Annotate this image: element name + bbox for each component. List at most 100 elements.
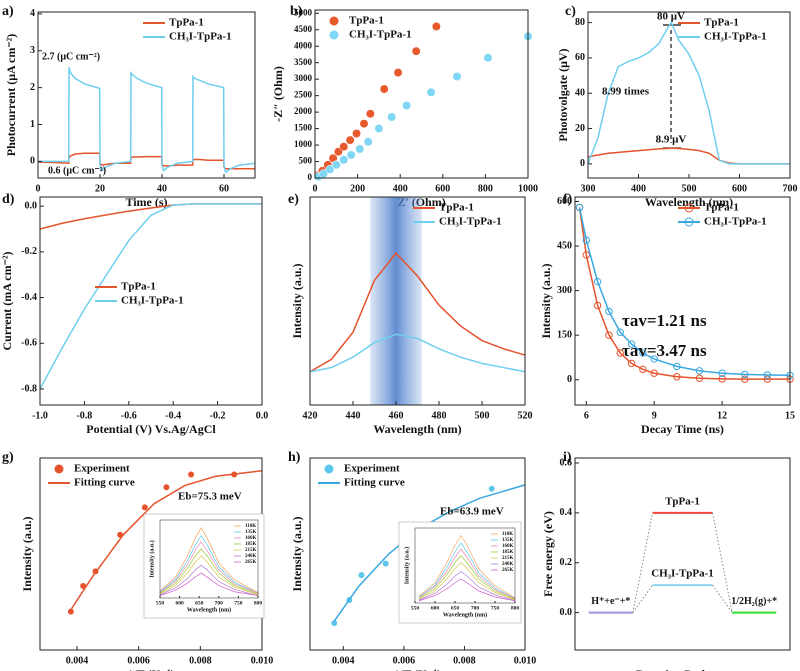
x-tick-label: 550	[411, 605, 420, 611]
x-tick-label: 0.008	[453, 655, 476, 666]
y-axis-label: Current (mA cm⁻²)	[0, 251, 14, 350]
y-tick-label: 150	[557, 329, 572, 340]
ratio-marker	[663, 24, 681, 149]
legend-label: TpPa-1	[704, 17, 739, 29]
x-tick-label: 0.010	[514, 655, 537, 666]
x-tick-label: 400	[631, 183, 646, 194]
x-tick-label: 600	[175, 600, 184, 606]
data-point	[488, 485, 496, 493]
y-tick-label: 0.4	[560, 507, 573, 518]
category-label: H⁺+e⁻+*	[591, 596, 630, 607]
y-tick-label: 20	[575, 123, 585, 134]
series-line	[38, 67, 256, 174]
x-axis-label: Decay Time (ns)	[641, 422, 724, 436]
data-point	[718, 369, 726, 377]
plot-frame	[574, 457, 791, 651]
data-point	[431, 22, 441, 31]
x-tick-label: -0.6	[121, 410, 137, 421]
x-tick-label: 300	[581, 183, 596, 194]
panel-label: i)	[563, 450, 572, 465]
y-tick-label: 80	[575, 17, 585, 28]
legend-label: 240K	[245, 554, 257, 559]
data-point	[605, 331, 613, 339]
x-tick-label: 0.004	[332, 655, 355, 666]
x-tick-label: 12	[717, 410, 727, 421]
x-tick-label: 1000	[518, 183, 538, 194]
legend-label: 135K	[502, 538, 514, 543]
panel-label: h)	[288, 450, 301, 465]
data-point	[393, 68, 403, 78]
data-point	[387, 112, 397, 122]
y-tick-label: 0	[580, 158, 585, 169]
panel-label: g)	[2, 450, 14, 465]
y-tick-label: 1500	[294, 123, 313, 133]
data-point	[650, 369, 658, 377]
y-tick-label: 60	[575, 52, 585, 63]
data-point	[616, 328, 624, 336]
data-point	[382, 560, 390, 568]
legend-label: 160K	[245, 536, 257, 541]
data-point	[741, 375, 749, 383]
x-tick-label: -0.8	[76, 410, 92, 421]
legend-marker	[54, 464, 64, 474]
data-point	[639, 365, 647, 374]
data-point	[639, 349, 647, 357]
data-point	[339, 155, 349, 165]
data-point	[616, 349, 624, 357]
series-line	[578, 207, 790, 380]
data-point	[411, 46, 421, 56]
series-line	[159, 564, 259, 596]
data-point	[627, 359, 636, 368]
x-axis-label: Reaction Pathway	[636, 667, 729, 671]
data-point	[605, 307, 613, 316]
x-tick-label: 520	[518, 410, 533, 421]
y-axis-label: Photovolgate (μV)	[556, 48, 570, 141]
data-point	[374, 124, 384, 134]
legend-label: Fitting curve	[344, 477, 405, 489]
y-tick-label: 300	[557, 285, 572, 296]
legend-label: 110K	[502, 532, 513, 537]
x-tick-label: 0.006	[127, 655, 150, 666]
x-tick-label: -0.2	[210, 410, 226, 421]
x-tick-label: 40	[157, 183, 167, 194]
y-axis-label: Intensity (a.u.)	[290, 516, 304, 591]
data-point	[452, 72, 462, 81]
category-label: 1/2H₂(g)+*	[731, 596, 777, 607]
plot-frame	[314, 9, 529, 179]
x-axis-label: Wavelength (nm)	[187, 606, 231, 613]
series-line	[39, 203, 262, 390]
y-tick-label: 4000	[294, 40, 313, 50]
series-line	[159, 527, 259, 593]
x-tick-label: 700	[471, 605, 480, 611]
data-point	[741, 370, 749, 379]
y-tick-label: -0.4	[21, 292, 37, 303]
x-tick-label: 0	[313, 183, 318, 194]
series-line	[159, 541, 259, 594]
legend-label: 185K	[502, 550, 514, 555]
legend-label: 160K	[502, 544, 514, 549]
plot-frame	[37, 11, 256, 179]
x-tick-label: 15	[785, 410, 795, 421]
data-point	[695, 374, 704, 382]
data-point	[355, 144, 365, 154]
legend-label: 215K	[245, 548, 257, 553]
connector	[632, 512, 653, 613]
y-tick-label: 0	[308, 172, 313, 182]
y-tick-label: 4500	[294, 24, 313, 34]
x-tick-label: 500	[475, 410, 490, 421]
x-tick-label: 750	[491, 605, 500, 611]
legend-label: CH₃I-TpPa-1	[121, 295, 184, 307]
connector	[632, 584, 653, 613]
y-tick-label: 3	[30, 45, 35, 56]
y-tick-label: 40	[575, 88, 585, 99]
y-axis-label: -Z″ (Ohm)	[271, 66, 285, 122]
x-tick-label: 550	[156, 600, 165, 606]
panel-label: b)	[290, 4, 303, 19]
panel-label: e)	[288, 192, 299, 207]
level-label: TpPa-1	[665, 495, 700, 507]
y-axis-label: Intensity (a.u.)	[148, 540, 155, 578]
series-line	[159, 555, 259, 596]
series-line	[418, 571, 516, 602]
data-point	[763, 375, 772, 383]
